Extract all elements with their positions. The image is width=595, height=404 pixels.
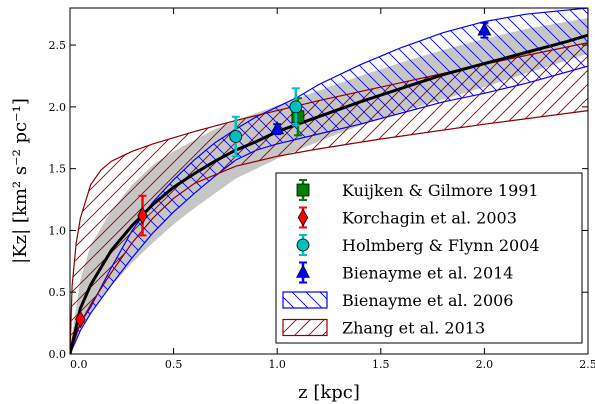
data-point-triangle xyxy=(270,121,285,135)
legend-frame xyxy=(275,172,583,344)
plot-area xyxy=(70,8,588,354)
legend-hatch-swatch xyxy=(282,291,328,309)
y-tick-label: 0.5 xyxy=(49,286,67,299)
legend-marker-triangle xyxy=(296,264,310,278)
legend-label: Holmberg & Flynn 2004 xyxy=(342,236,540,255)
legend: Kuijken & Gilmore 1991 Korchagin et al. 2… xyxy=(275,172,583,344)
data-point-circle xyxy=(229,130,243,143)
legend-label: Kuijken & Gilmore 1991 xyxy=(342,181,539,200)
x-tick-label: 0.5 xyxy=(165,358,183,371)
y-axis-label: |Kz| [km² s⁻² pc⁻¹] xyxy=(10,98,31,264)
legend-marker-square xyxy=(296,183,310,197)
band-zhang-1 xyxy=(70,41,588,354)
data-point-diamond xyxy=(75,310,86,329)
data-point-triangle xyxy=(477,22,492,36)
x-tick-label: 0.0 xyxy=(70,358,88,371)
data-point-diamond xyxy=(137,206,148,225)
x-tick-label: 1.0 xyxy=(268,358,286,371)
y-tick-label: 1.5 xyxy=(49,163,67,176)
x-axis-label: z [kpc] xyxy=(298,382,360,403)
legend-label: Bienayme et al. 2014 xyxy=(342,264,513,283)
y-tick-label: 1.0 xyxy=(49,224,67,237)
y-tick-label: 2.5 xyxy=(49,39,67,52)
legend-marker-circle xyxy=(296,238,310,252)
plot-frame xyxy=(69,7,589,355)
y-tick-label: 2.0 xyxy=(49,101,67,114)
legend-hatch-swatch xyxy=(282,318,328,337)
axis-ticks: 0.0 0.5 1.0 1.5 2.0 2.5 0.0 0.5 1.0 1.5 2.0 2.5 xyxy=(49,8,595,371)
x-tick-label: 1.5 xyxy=(372,358,390,371)
legend-label: Korchagin et al. 2003 xyxy=(342,209,517,228)
best-fit-curve xyxy=(70,33,588,354)
y-tick-label: 0.0 xyxy=(49,348,67,361)
legend-label: Zhang et al. 2013 xyxy=(342,319,485,338)
data-point-circle xyxy=(289,100,303,114)
legend-label: Bienayme et al. 2006 xyxy=(342,291,513,310)
x-tick-label: 2.0 xyxy=(476,358,494,371)
x-tick-label: 2.5 xyxy=(579,358,595,371)
legend-marker-diamond xyxy=(297,208,309,227)
